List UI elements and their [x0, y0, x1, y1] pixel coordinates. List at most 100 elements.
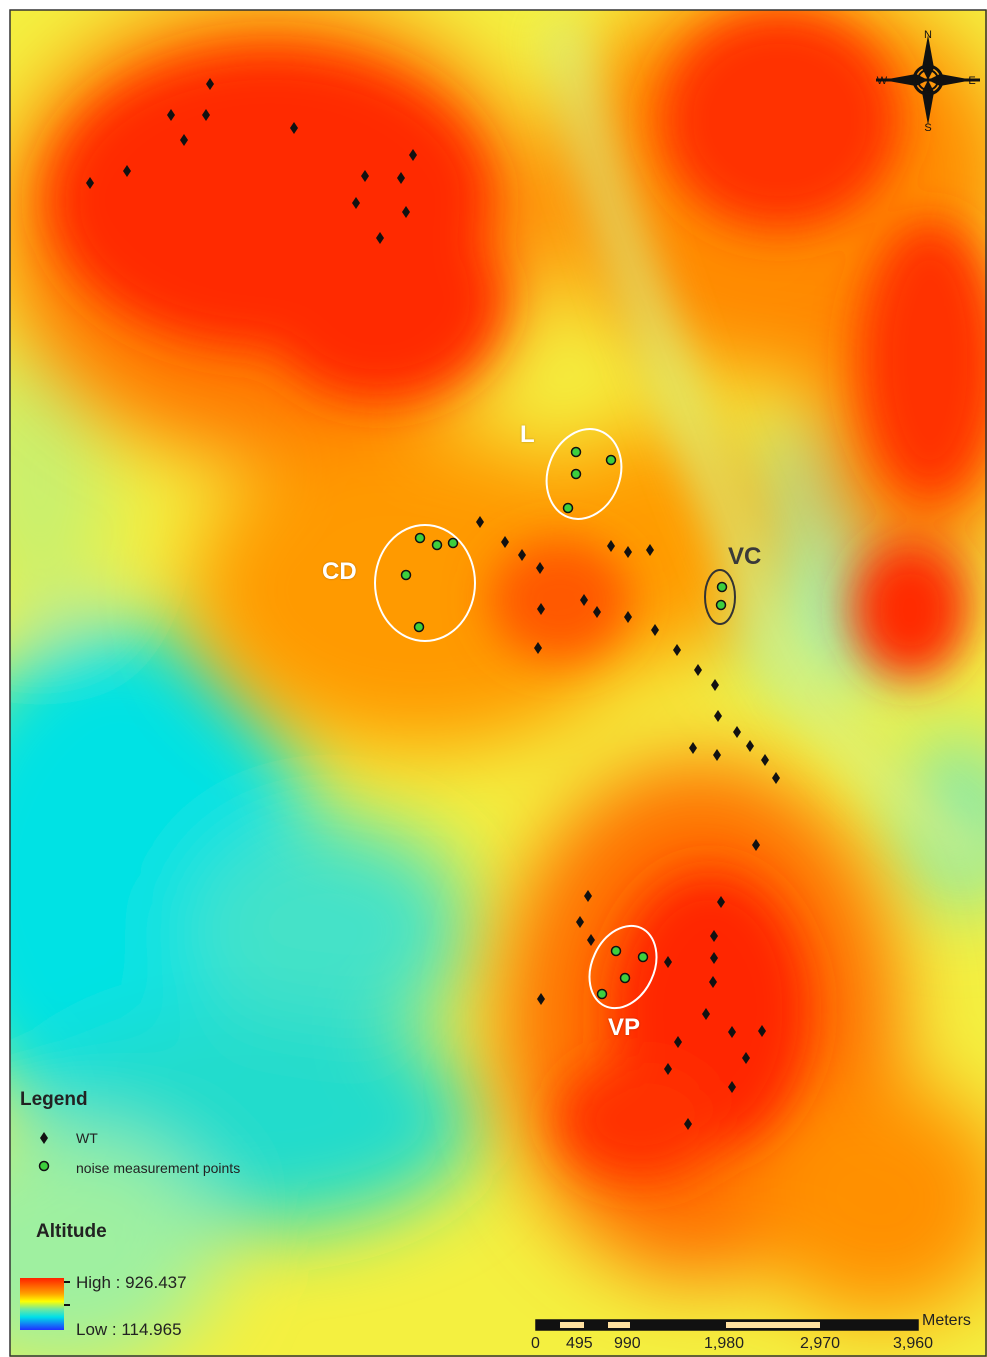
wt-marker — [714, 710, 722, 722]
wt-marker — [180, 134, 188, 146]
cluster-cd-ellipse — [374, 524, 476, 642]
cluster-label-cd: CD — [322, 558, 357, 585]
wt-marker — [607, 540, 615, 552]
wt-marker — [713, 749, 721, 761]
noise-measurement-point — [414, 532, 426, 544]
compass-s: S — [924, 122, 931, 134]
altitude-low-label: Low : 114.965 — [76, 1320, 182, 1339]
wt-marker — [409, 149, 417, 161]
noise-measurement-point — [596, 988, 608, 1000]
wt-marker — [536, 562, 544, 574]
wt-marker — [702, 1008, 710, 1020]
legend-noise-icon — [38, 1160, 50, 1172]
wt-marker — [584, 890, 592, 902]
cluster-label-vc: VC — [728, 543, 762, 570]
wt-marker — [772, 772, 780, 784]
wt-marker — [733, 726, 741, 738]
wt-marker — [587, 934, 595, 946]
wt-marker — [746, 740, 754, 752]
wt-marker — [376, 232, 384, 244]
wt-marker — [624, 546, 632, 558]
noise-point-markers — [400, 446, 728, 1000]
noise-measurement-point — [570, 446, 582, 458]
wt-marker — [580, 594, 588, 606]
cluster-vp-ellipse — [588, 924, 658, 1010]
noise-measurement-point — [413, 621, 425, 633]
wt-marker — [664, 956, 672, 968]
wt-marker — [646, 544, 654, 556]
wt-marker — [710, 930, 718, 942]
noise-measurement-point — [570, 468, 582, 480]
wt-marker — [684, 1118, 692, 1130]
wt-marker — [673, 644, 681, 656]
wt-marker — [86, 177, 94, 189]
compass-rose-icon — [876, 35, 980, 125]
noise-measurement-point — [619, 972, 631, 984]
wt-marker — [728, 1081, 736, 1093]
scale-tick-0: 0 — [531, 1335, 540, 1352]
scale-tick-2: 990 — [614, 1335, 641, 1352]
scale-tick-1: 495 — [566, 1335, 593, 1352]
wt-marker — [709, 976, 717, 988]
wt-marker — [711, 679, 719, 691]
noise-measurement-point — [637, 951, 649, 963]
noise-measurement-point — [447, 537, 459, 549]
wt-marker — [651, 624, 659, 636]
wt-marker — [761, 754, 769, 766]
wt-marker — [728, 1026, 736, 1038]
legend-title: Legend — [20, 1089, 88, 1110]
wt-marker — [674, 1036, 682, 1048]
noise-measurement-point — [715, 599, 727, 611]
wt-marker — [664, 1063, 672, 1075]
noise-measurement-point — [562, 502, 574, 514]
compass-e: E — [968, 75, 975, 87]
wt-marker — [202, 109, 210, 121]
wt-marker — [123, 165, 131, 177]
wt-marker — [758, 1025, 766, 1037]
scale-bar — [535, 1319, 919, 1331]
wt-marker — [402, 206, 410, 218]
wt-marker — [352, 197, 360, 209]
wt-marker — [689, 742, 697, 754]
wt-marker — [290, 122, 298, 134]
compass-n: N — [924, 29, 932, 41]
wt-marker — [710, 952, 718, 964]
wt-marker — [537, 603, 545, 615]
wt-marker — [167, 109, 175, 121]
wt-marker — [518, 549, 526, 561]
scale-tick-5: 3,960 — [893, 1335, 934, 1352]
wt-marker — [752, 839, 760, 851]
wt-marker — [476, 516, 484, 528]
altitude-high-label: High : 926.437 — [76, 1273, 187, 1292]
wt-marker — [501, 536, 509, 548]
legend-noise-label: noise measurement points — [76, 1160, 241, 1176]
wt-marker — [742, 1052, 750, 1064]
legend-wt-icon — [40, 1132, 48, 1144]
altitude-ramp — [20, 1278, 64, 1330]
legend-wt-label: WT — [76, 1130, 98, 1146]
wt-marker — [624, 611, 632, 623]
wt-marker — [576, 916, 584, 928]
noise-measurement-point — [400, 569, 412, 581]
wt-marker — [537, 993, 545, 1005]
wt-marker — [397, 172, 405, 184]
cluster-l-ellipse — [545, 428, 623, 520]
scale-tick-3: 1,980 — [704, 1335, 745, 1352]
wt-marker — [593, 606, 601, 618]
altitude-title: Altitude — [36, 1221, 107, 1242]
wt-marker — [717, 896, 725, 908]
scale-unit: Meters — [922, 1312, 971, 1329]
noise-measurement-point — [716, 581, 728, 593]
noise-measurement-point — [431, 539, 443, 551]
scale-tick-4: 2,970 — [800, 1335, 841, 1352]
noise-measurement-point — [605, 454, 617, 466]
cluster-label-vp: VP — [608, 1014, 641, 1041]
cluster-label-l: L — [520, 421, 535, 448]
wt-marker — [361, 170, 369, 182]
wt-marker — [534, 642, 542, 654]
wt-marker — [694, 664, 702, 676]
noise-measurement-point — [610, 945, 622, 957]
compass-w: W — [877, 75, 888, 87]
wind-turbine-markers — [86, 78, 780, 1130]
